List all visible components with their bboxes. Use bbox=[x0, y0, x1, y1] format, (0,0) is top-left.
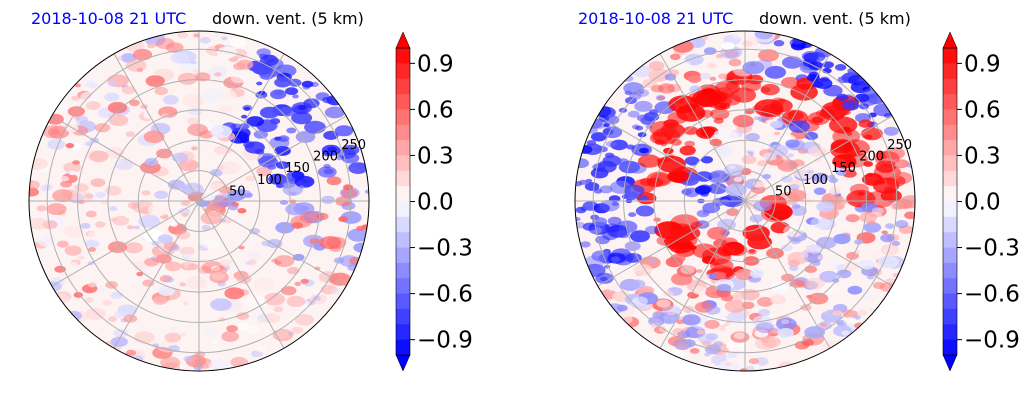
colorbar-level bbox=[396, 339, 410, 356]
colorbar-tick-label: 0.0 bbox=[964, 190, 1001, 216]
colorbar-level bbox=[943, 262, 957, 279]
radial-tick-label: 200 bbox=[313, 150, 338, 165]
colorbar-level bbox=[943, 48, 957, 64]
colorbar-level bbox=[396, 232, 410, 249]
plot-title-date: 2018-10-08 21 UTC bbox=[578, 9, 734, 28]
radial-tick-label: 100 bbox=[257, 173, 282, 188]
angular-gridline bbox=[744, 200, 831, 349]
colorbar-level bbox=[943, 109, 957, 126]
colorbar-tick-label: −0.9 bbox=[964, 328, 1020, 354]
colorbar-tick-label: −0.3 bbox=[417, 236, 473, 262]
colorbar-tick-label: −0.6 bbox=[417, 282, 473, 308]
angular-gridline bbox=[198, 53, 285, 202]
colorbar-tick-label: 0.9 bbox=[964, 51, 1001, 77]
colorbar-tick-label: 0.0 bbox=[417, 190, 454, 216]
colorbar-extend-min bbox=[395, 354, 411, 372]
colorbar-level bbox=[943, 232, 957, 249]
radial-tick-label: 200 bbox=[859, 150, 884, 165]
colorbar-level bbox=[943, 339, 957, 356]
colorbar: 0.9 0.6 0.3 0.0 −0.3 −0.6 −0.9 bbox=[942, 31, 1020, 372]
colorbar-level bbox=[943, 155, 957, 172]
colorbar-tick-label: −0.9 bbox=[417, 328, 473, 354]
angular-gridline bbox=[659, 200, 746, 349]
polar-grid bbox=[575, 31, 915, 371]
angular-gridline bbox=[198, 200, 285, 349]
colorbar-tick-label: 0.6 bbox=[964, 97, 1001, 123]
colorbar-level bbox=[396, 94, 410, 110]
colorbar-level bbox=[396, 247, 410, 264]
plot-boundary bbox=[574, 30, 916, 372]
angular-gridline bbox=[659, 53, 746, 202]
panel-left: 2018-10-08 21 UTC down. vent. (5 km) 50 1… bbox=[28, 9, 473, 372]
colorbar-level bbox=[943, 170, 957, 187]
angular-gridline bbox=[744, 53, 831, 202]
colorbar-level bbox=[943, 324, 957, 341]
field-texture bbox=[29, 31, 369, 371]
colorbar-level bbox=[396, 262, 410, 279]
plot-title-variable: down. vent. (5 km) bbox=[759, 9, 911, 28]
colorbar-tick-label: 0.3 bbox=[964, 143, 1001, 169]
angular-gridline bbox=[744, 200, 893, 287]
colorbar-level bbox=[396, 140, 410, 156]
colorbar-level bbox=[396, 201, 410, 218]
colorbar-tick-label: 0.6 bbox=[417, 97, 454, 123]
colorbar-level bbox=[396, 155, 410, 172]
angular-gridline bbox=[113, 200, 200, 349]
colorbar-tick-label: −0.3 bbox=[964, 236, 1020, 262]
radial-tick-label: 150 bbox=[831, 161, 856, 176]
colorbar-level bbox=[943, 216, 957, 233]
angular-gridline bbox=[198, 200, 347, 287]
radial-tick-label: 50 bbox=[229, 184, 246, 199]
angular-gridline bbox=[113, 53, 200, 202]
colorbar-level bbox=[396, 48, 410, 64]
colorbar-level bbox=[396, 216, 410, 233]
colorbar: 0.9 0.6 0.3 0.0 −0.3 −0.6 −0.9 bbox=[395, 31, 473, 372]
colorbar-level bbox=[396, 324, 410, 341]
polar-grid bbox=[29, 31, 369, 371]
colorbar-level bbox=[943, 124, 957, 141]
radial-tick-label: 50 bbox=[775, 184, 792, 199]
colorbar-level bbox=[943, 293, 957, 310]
colorbar-level bbox=[943, 278, 957, 295]
radial-tick-label: 150 bbox=[285, 161, 310, 176]
colorbar-extend-max bbox=[395, 31, 411, 49]
colorbar-level bbox=[396, 170, 410, 187]
colorbar-level bbox=[396, 78, 410, 95]
radial-tick-label: 250 bbox=[341, 138, 366, 153]
colorbar-level bbox=[943, 140, 957, 156]
colorbar-level bbox=[943, 308, 957, 325]
colorbar-level bbox=[396, 308, 410, 325]
angular-gridline bbox=[51, 200, 200, 287]
angular-gridline bbox=[51, 115, 200, 202]
colorbar-level bbox=[943, 201, 957, 218]
angular-gridline bbox=[744, 115, 893, 202]
colorbar-tick-label: 0.3 bbox=[417, 143, 454, 169]
plot-boundary bbox=[28, 30, 370, 372]
colorbar-extend-max bbox=[942, 31, 958, 49]
colorbar-level bbox=[943, 94, 957, 110]
colorbar-level bbox=[396, 293, 410, 310]
colorbar-level bbox=[943, 78, 957, 95]
plot-title-variable: down. vent. (5 km) bbox=[212, 9, 364, 28]
angular-gridline bbox=[198, 115, 347, 202]
colorbar-level bbox=[396, 278, 410, 295]
colorbar-level bbox=[943, 247, 957, 264]
colorbar-level bbox=[396, 124, 410, 141]
radial-tick-label: 250 bbox=[887, 138, 912, 153]
colorbar-extend-min bbox=[942, 354, 958, 372]
plot-title-date: 2018-10-08 21 UTC bbox=[31, 9, 187, 28]
angular-gridline bbox=[597, 200, 746, 287]
colorbar-level bbox=[943, 63, 957, 80]
panel-right: 2018-10-08 21 UTC down. vent. (5 km) 50 1… bbox=[547, 0, 1036, 401]
colorbar-tick-label: −0.6 bbox=[964, 282, 1020, 308]
radial-tick-label: 100 bbox=[803, 173, 828, 188]
colorbar-level bbox=[396, 63, 410, 80]
colorbar-level bbox=[943, 186, 957, 202]
angular-gridline bbox=[597, 115, 746, 202]
colorbar-tick-label: 0.9 bbox=[417, 51, 454, 77]
colorbar-level bbox=[396, 109, 410, 126]
colorbar-level bbox=[396, 186, 410, 202]
